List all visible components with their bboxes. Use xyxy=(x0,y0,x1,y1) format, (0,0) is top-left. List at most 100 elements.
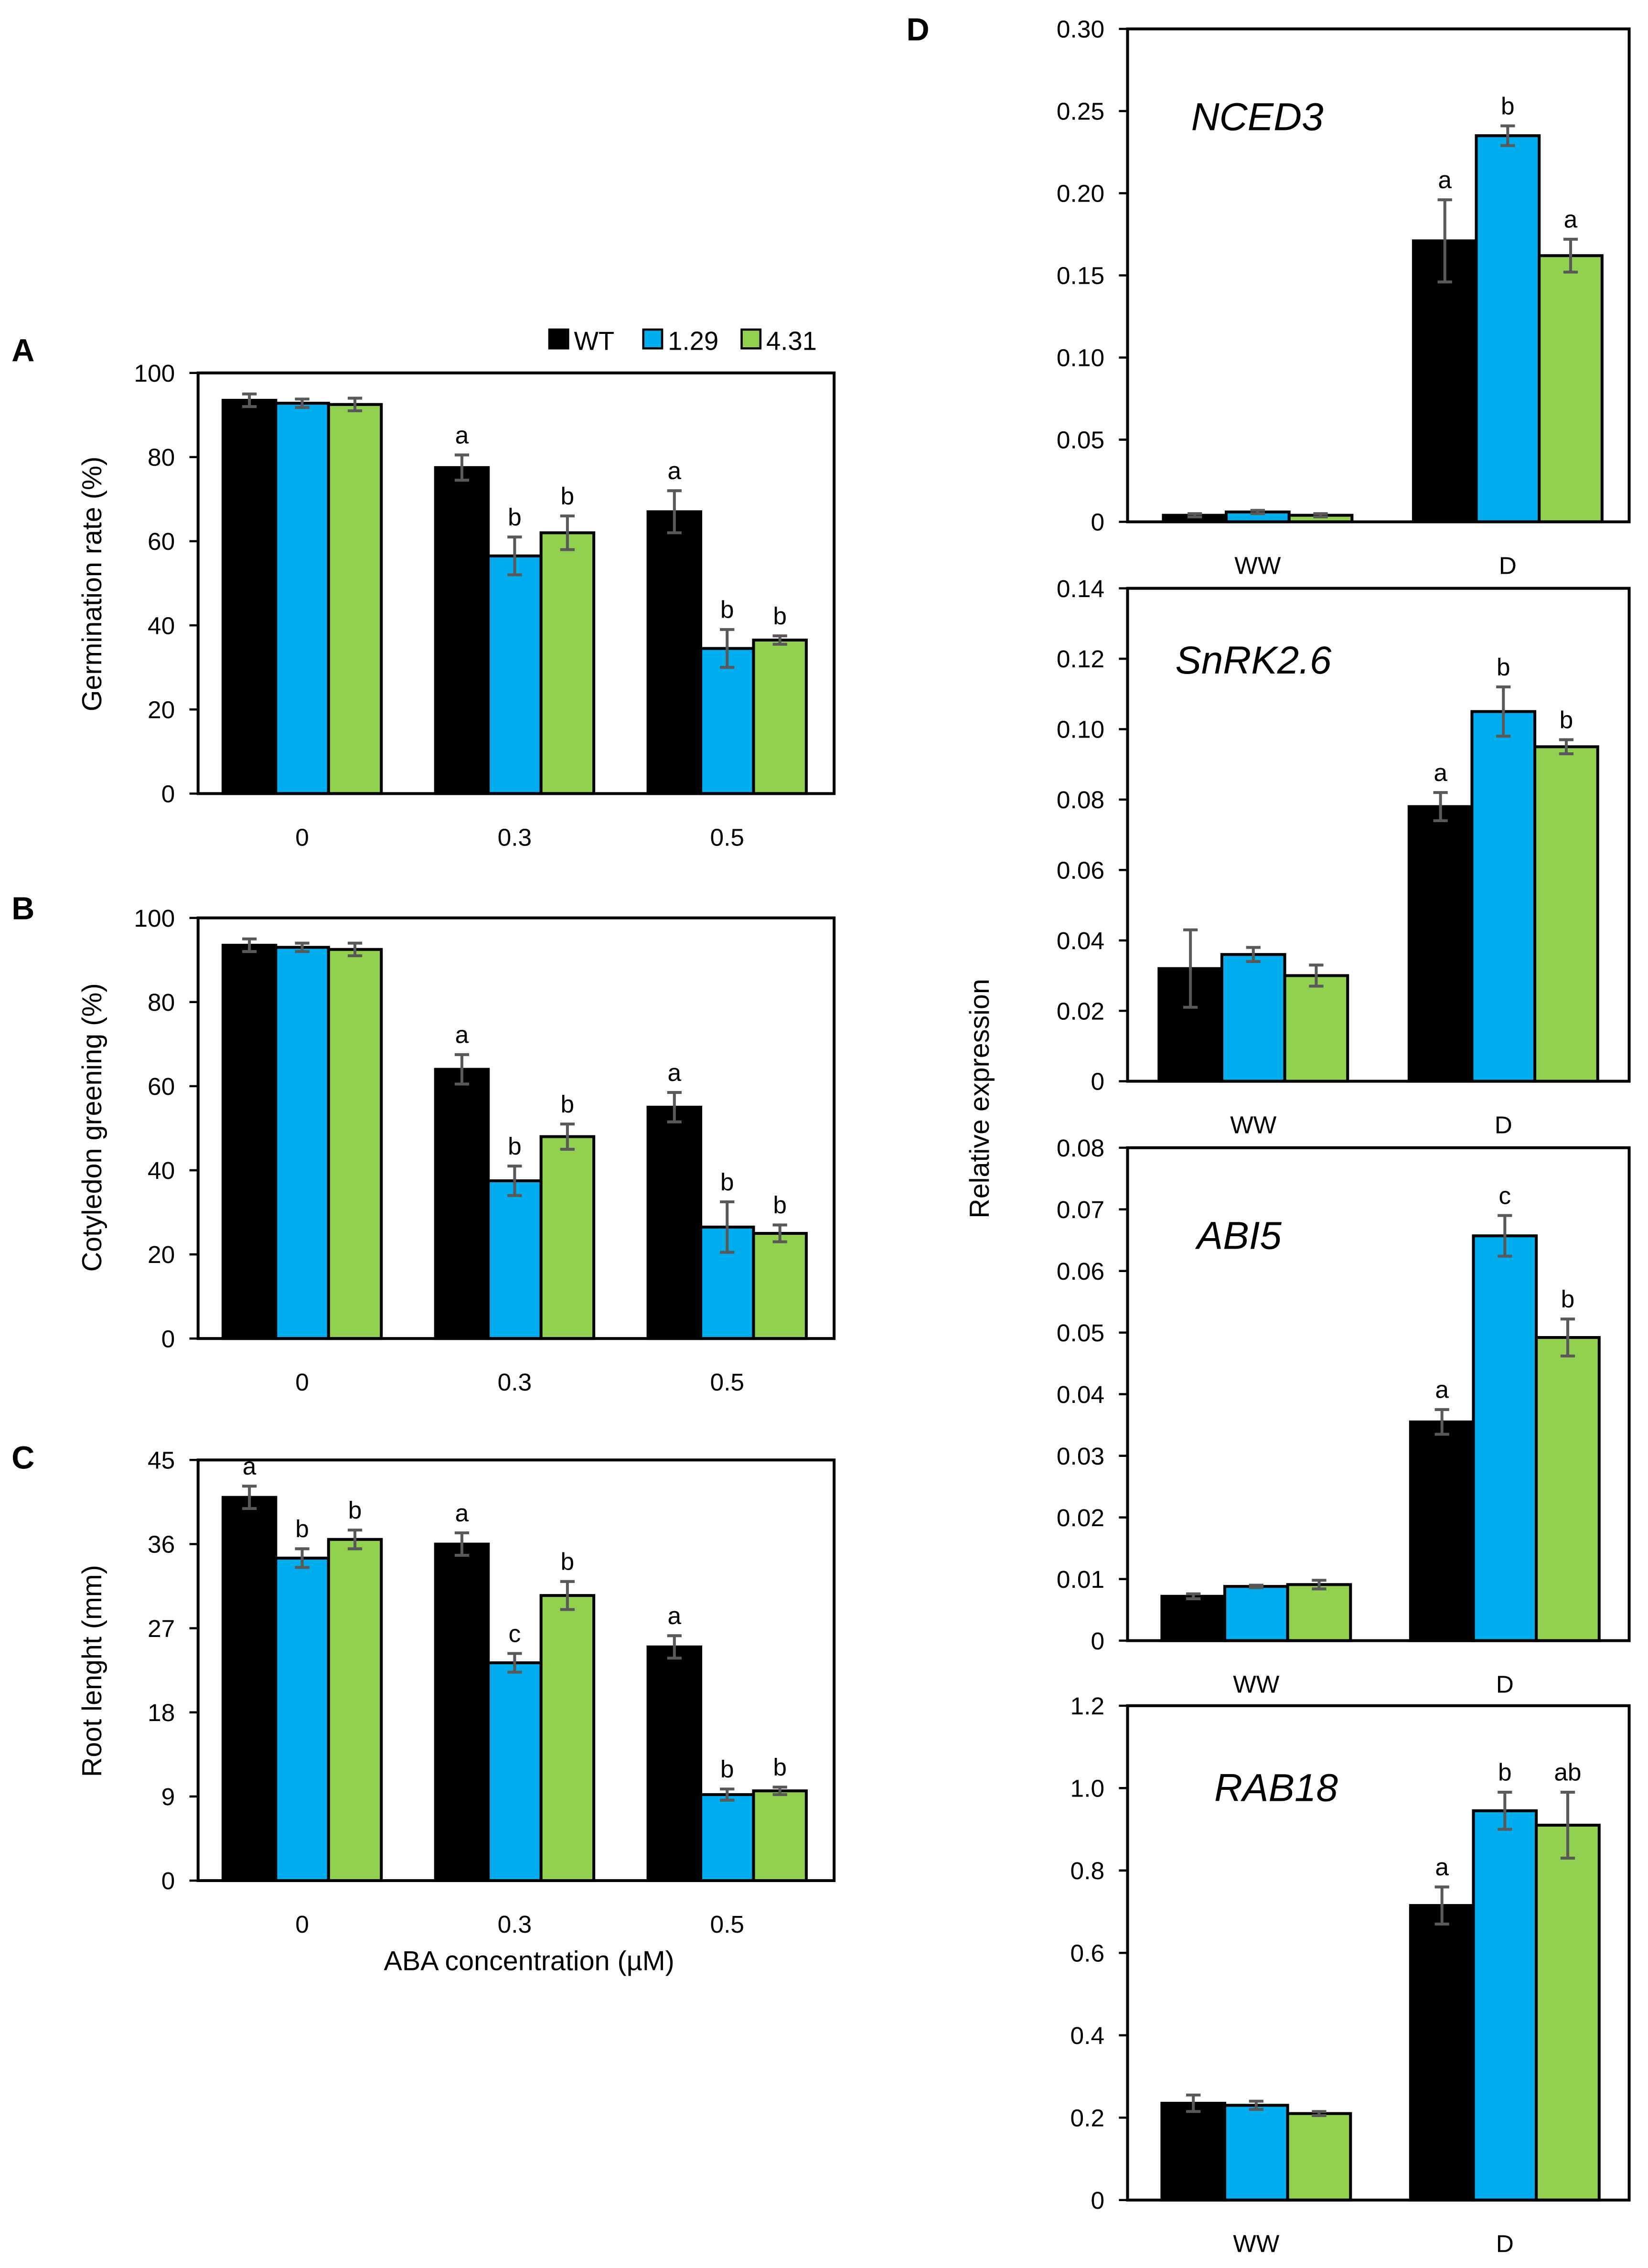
bar-1.29-WW xyxy=(1220,953,1286,1083)
panel-letter: C xyxy=(11,1441,34,1476)
bar-4.31-WW xyxy=(1286,1583,1352,1642)
y-tick-label: 100 xyxy=(134,359,175,387)
x-tick-label: 0.5 xyxy=(710,823,744,851)
bar-4.31-0 xyxy=(327,948,383,1340)
y-tick-label: 80 xyxy=(148,988,175,1016)
x-tick-label: 0.5 xyxy=(710,1368,744,1396)
bar-WT-0.5 xyxy=(646,1105,703,1340)
bar-4.31-D xyxy=(1535,1823,1601,2202)
bar-4.31-D xyxy=(1535,1336,1601,1642)
y-tick-label: 20 xyxy=(148,695,175,723)
bar-WT-D xyxy=(1409,1420,1475,1642)
plot-frame xyxy=(1126,1704,1631,2202)
y-tick-label: 0 xyxy=(1091,508,1104,536)
y-tick-label: 36 xyxy=(148,1530,175,1558)
y-tick-label: 0.04 xyxy=(1057,1380,1104,1408)
y-tick-label: 0.08 xyxy=(1057,786,1104,813)
significance-letter: a xyxy=(1434,759,1447,786)
bar-1.29-0 xyxy=(274,1556,330,1883)
plot-frame xyxy=(196,371,836,795)
significance-letter: b xyxy=(348,1496,362,1524)
bar-WT-D xyxy=(1407,805,1474,1083)
significance-letter: a xyxy=(455,1499,469,1527)
y-tick-label: 0.4 xyxy=(1070,2022,1105,2049)
x-tick-label: 0.3 xyxy=(498,823,532,851)
bar-WT-D xyxy=(1409,1904,1475,2202)
bar-4.31-WW xyxy=(1286,2112,1352,2202)
y-tick-label: 0.04 xyxy=(1057,927,1104,954)
significance-letter: b xyxy=(561,1090,575,1118)
bar-WT-0 xyxy=(221,1496,278,1883)
legend-swatch xyxy=(642,328,663,350)
bar-WT-0.3 xyxy=(434,1068,490,1340)
bar-WT-WW xyxy=(1160,2102,1227,2202)
y-tick-label: 0.05 xyxy=(1057,1319,1104,1347)
y-tick-label: 0 xyxy=(161,1867,175,1894)
significance-letter: b xyxy=(561,482,575,510)
legend-swatch xyxy=(548,328,569,350)
y-tick-label: 0 xyxy=(161,1325,175,1352)
bar-WT-0 xyxy=(221,943,278,1340)
bar-WT-0.3 xyxy=(434,1542,490,1883)
x-tick-label: D xyxy=(1499,551,1517,579)
y-axis-label: Root lenght (mm) xyxy=(77,1565,107,1777)
y-tick-label: 100 xyxy=(134,904,175,932)
y-tick-label: 0.10 xyxy=(1057,344,1104,372)
significance-letter: b xyxy=(1501,92,1515,119)
y-axis-label: Cotyledon greening (%) xyxy=(77,983,107,1272)
x-tick-label: WW xyxy=(1234,551,1281,579)
x-tick-label: WW xyxy=(1233,1670,1280,1698)
bar-4.31-WW xyxy=(1283,974,1349,1083)
x-tick-label: 0 xyxy=(295,1368,309,1396)
significance-letter: b xyxy=(773,1191,787,1219)
plot-frame xyxy=(1126,587,1631,1083)
bar-WT-WW xyxy=(1160,1594,1227,1642)
y-tick-label: 0.03 xyxy=(1057,1442,1104,1470)
significance-letter: a xyxy=(1564,205,1578,233)
legend: WT 1.29 4.31 xyxy=(548,326,817,355)
panel-snrk2-6: 0 0.02 0.04 0.06 0.08 0.10 0.12 0.14 a b b WW D SnRK2… xyxy=(1057,575,1631,1138)
plot-frame xyxy=(1126,27,1631,524)
significance-letter: b xyxy=(1498,1758,1512,1786)
bar-4.31-0.5 xyxy=(752,638,808,795)
bar-1.29-0 xyxy=(274,402,330,795)
significance-letter: b xyxy=(720,1755,734,1783)
significance-letter: b xyxy=(720,596,734,623)
y-tick-label: 40 xyxy=(148,611,175,639)
y-tick-label: 60 xyxy=(148,1072,175,1100)
significance-letter: b xyxy=(1497,653,1510,681)
panel-letter: D xyxy=(906,12,929,48)
y-tick-label: 0.06 xyxy=(1057,856,1104,884)
bar-4.31-0 xyxy=(327,403,383,795)
gene-name: RAB18 xyxy=(1214,1766,1338,1810)
bar-1.29-0 xyxy=(274,946,330,1340)
bar-4.31-0.5 xyxy=(752,1232,808,1340)
plot-frame xyxy=(196,1458,836,1883)
y-tick-label: 18 xyxy=(148,1699,175,1726)
bar-WT-0.5 xyxy=(646,1645,703,1883)
y-tick-label: 0.10 xyxy=(1057,716,1104,743)
y-tick-label: 0.25 xyxy=(1057,97,1104,125)
bar-1.29-0.3 xyxy=(487,1179,543,1340)
y-tick-label: 80 xyxy=(148,443,175,471)
y-tick-label: 0.05 xyxy=(1057,426,1104,454)
y-tick-label: 0 xyxy=(161,780,175,808)
significance-letter: b xyxy=(1560,706,1573,733)
x-tick-label: D xyxy=(1496,1670,1514,1698)
gene-name: ABI5 xyxy=(1195,1214,1282,1258)
bar-4.31-0.3 xyxy=(539,1135,596,1340)
x-tick-label: 0.3 xyxy=(498,1368,532,1396)
significance-letter: ab xyxy=(1554,1758,1581,1786)
significance-letter: a xyxy=(243,1452,257,1480)
y-tick-label: 27 xyxy=(148,1615,175,1642)
y-tick-label: 1.0 xyxy=(1070,1774,1105,1802)
y-axis-label: Germination rate (%) xyxy=(77,457,107,712)
x-axis-label: ABA concentration (µM) xyxy=(384,1946,674,1977)
y-tick-label: 0.02 xyxy=(1057,1504,1104,1531)
y-tick-label: 0.07 xyxy=(1057,1196,1104,1223)
legend-label: 4.31 xyxy=(766,326,817,355)
bar-1.29-D xyxy=(1472,1809,1538,2202)
significance-letter: a xyxy=(1435,1853,1449,1881)
plot-frame xyxy=(1126,1146,1631,1642)
